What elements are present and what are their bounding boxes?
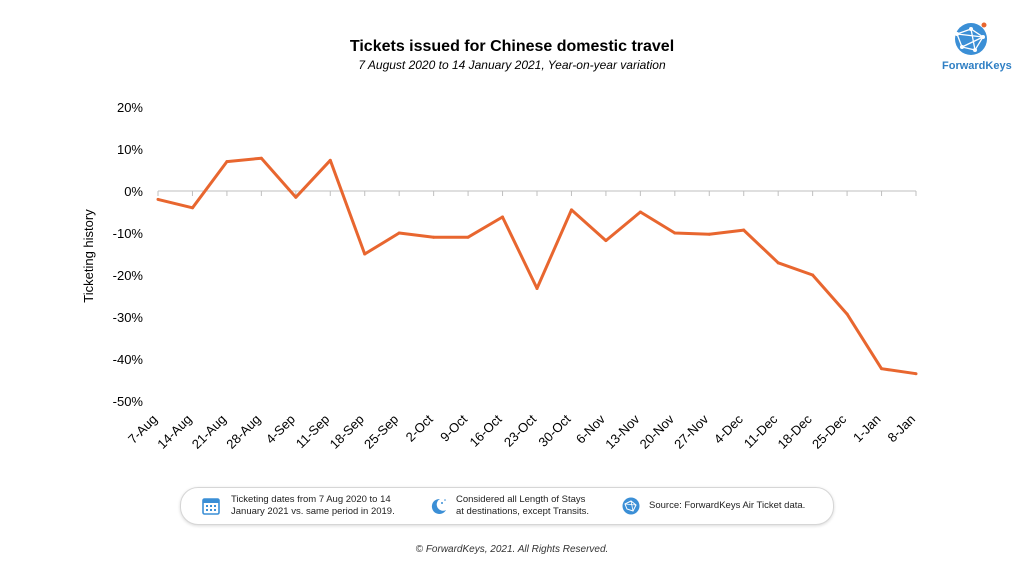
legend-box: Ticketing dates from 7 Aug 2020 to 14 Ja… (180, 487, 834, 525)
y-tick-label: -40% (113, 352, 144, 367)
x-axis-ticks (157, 191, 917, 196)
data-point (432, 235, 436, 239)
line-chart: 20% 10% 0% -10% -20% -30% -40% -50% 7-Aug14-Aug… (81, 100, 918, 452)
x-tick-label: 27-Nov (671, 411, 712, 452)
legend-item-text: Ticketing dates from 7 Aug 2020 to 14 (231, 494, 391, 505)
y-tick-label: -50% (113, 394, 144, 409)
data-point (156, 197, 160, 201)
x-tick-label: 13-Nov (602, 411, 643, 452)
calendar-icon (202, 498, 220, 515)
brand-logo-text: ForwardKeys (942, 60, 1012, 72)
globe-icon (955, 22, 987, 55)
x-tick-label: 9-Oct (437, 411, 470, 444)
data-point (880, 367, 884, 371)
y-axis-label: Ticketing history (81, 209, 96, 303)
x-tick-label: 11-Dec (741, 411, 781, 451)
legend-item-source: Source: ForwardKeys Air Ticket data. (649, 500, 805, 512)
legend-item-text: January 2021 vs. same period in 2019. (231, 506, 395, 517)
y-axis-ticks: 20% 10% 0% -10% -20% -30% -40% -50% (113, 100, 144, 409)
series-points (156, 156, 918, 376)
x-tick-label: 2-Oct (403, 411, 436, 444)
data-point (501, 215, 505, 219)
x-tick-label: 25-Dec (809, 411, 850, 452)
data-point (776, 261, 780, 265)
data-point (397, 231, 401, 235)
data-point (811, 273, 815, 277)
chart-subtitle: 7 August 2020 to 14 January 2021, Year-o… (358, 58, 666, 72)
x-tick-label: 8-Jan (885, 412, 919, 446)
x-tick-label: 18-Sep (327, 412, 367, 452)
legend-item-text: Considered all Length of Stays (456, 494, 586, 505)
x-tick-label: 28-Aug (223, 412, 263, 452)
data-point (328, 158, 332, 162)
x-tick-label: 1-Jan (850, 412, 884, 446)
data-point (294, 195, 298, 199)
y-tick-label: 0% (124, 184, 143, 199)
data-point (707, 232, 711, 236)
data-point (535, 286, 539, 290)
x-tick-label: 20-Nov (637, 411, 678, 452)
data-point (466, 235, 470, 239)
data-point (225, 160, 229, 164)
data-point (742, 228, 746, 232)
data-point (673, 231, 677, 235)
x-tick-label: 25-Sep (361, 412, 401, 452)
data-point (914, 372, 918, 376)
legend-item-stays: Considered all Length of Stays at destin… (456, 494, 589, 518)
x-tick-label: 14-Aug (154, 412, 194, 452)
data-point (638, 210, 642, 214)
data-point (259, 156, 263, 160)
y-tick-label: -10% (113, 226, 144, 241)
copyright-footer: © ForwardKeys, 2021. All Rights Reserved… (415, 544, 609, 555)
legend-item-text: at destinations, except Transits. (456, 506, 590, 517)
data-point (190, 206, 194, 210)
globe-icon (622, 497, 640, 515)
y-tick-label: 20% (117, 100, 143, 115)
moon-stars-icon (431, 498, 446, 514)
chart-title: Tickets issued for Chinese domestic trav… (349, 38, 675, 55)
x-tick-label: 23-Oct (501, 411, 539, 449)
y-tick-label: 10% (117, 142, 143, 157)
y-tick-label: -30% (113, 310, 144, 325)
y-tick-label: -20% (113, 268, 144, 283)
x-tick-label: 21-Aug (189, 412, 229, 452)
data-point (363, 252, 367, 256)
data-point (569, 208, 573, 212)
x-tick-label: 11-Sep (293, 412, 333, 452)
x-tick-label: 18-Dec (775, 411, 816, 452)
data-point (845, 312, 849, 316)
data-point (604, 239, 608, 243)
legend-item-dates: Ticketing dates from 7 Aug 2020 to 14 Ja… (231, 494, 395, 518)
x-tick-label: 16-Oct (466, 411, 504, 449)
x-tick-label: 30-Oct (535, 411, 573, 449)
legend-item-text: Source: ForwardKeys Air Ticket data. (649, 500, 806, 511)
